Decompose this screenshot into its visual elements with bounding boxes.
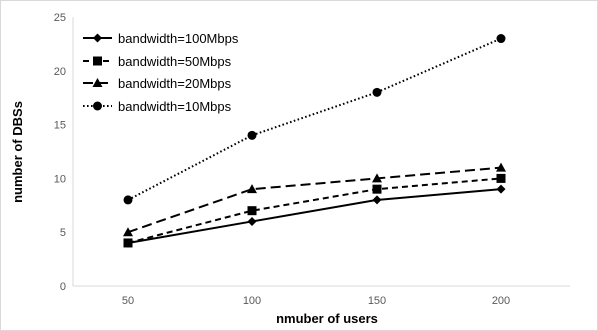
y-axis-title: number of DBSs — [10, 101, 25, 203]
legend-label: bandwidth=20Mbps — [118, 76, 232, 91]
axes — [72, 17, 570, 287]
x-tick-labels: 50 100 150 200 — [122, 295, 510, 307]
data-point-square — [372, 184, 382, 194]
legend-marker-triangle — [92, 78, 103, 87]
legend-marker-circle — [93, 101, 102, 111]
y-tick-label: 5 — [60, 227, 66, 239]
series-line-3 — [127, 166, 502, 234]
data-point-triangle — [372, 173, 382, 183]
data-point-square — [247, 206, 257, 216]
x-tick-label: 50 — [122, 295, 134, 307]
data-point-circle — [496, 34, 506, 44]
legend-label: bandwidth=10Mbps — [118, 99, 232, 114]
x-tick-label: 150 — [368, 295, 386, 307]
y-tick-label: 20 — [54, 66, 66, 78]
data-point-circle — [123, 195, 133, 205]
y-tick-label: 15 — [54, 120, 66, 132]
data-point-square — [123, 238, 133, 248]
x-tick-label: 100 — [243, 295, 261, 307]
legend-label: bandwidth=50Mbps — [118, 54, 232, 69]
y-tick-label: 0 — [60, 281, 66, 293]
y-tick-label: 10 — [54, 173, 66, 185]
data-point-triangle — [123, 227, 133, 237]
data-point-circle — [247, 130, 257, 140]
legend-marker-diamond — [93, 33, 102, 43]
series-line-1 — [127, 188, 502, 244]
data-point-circle — [372, 87, 382, 97]
y-tick-label: 25 — [54, 12, 66, 24]
series-line-2 — [127, 177, 502, 244]
data-point-diamond — [247, 216, 257, 226]
data-point-triangle — [496, 162, 506, 172]
legend: bandwidth=100Mbps bandwidth=50Mbps bandwid… — [83, 31, 239, 114]
x-axis-title: nmuber of users — [276, 311, 378, 326]
legend-marker-square — [93, 56, 102, 66]
legend-label: bandwidth=100Mbps — [118, 31, 239, 46]
data-point-triangle — [247, 184, 257, 194]
x-tick-label: 200 — [492, 295, 510, 307]
series-lines — [127, 37, 502, 244]
data-point-square — [496, 173, 506, 183]
y-tick-labels: 0 5 10 15 20 25 — [54, 12, 66, 293]
data-point-diamond — [372, 195, 382, 205]
data-point-diamond — [496, 184, 506, 194]
series-markers — [123, 34, 506, 248]
